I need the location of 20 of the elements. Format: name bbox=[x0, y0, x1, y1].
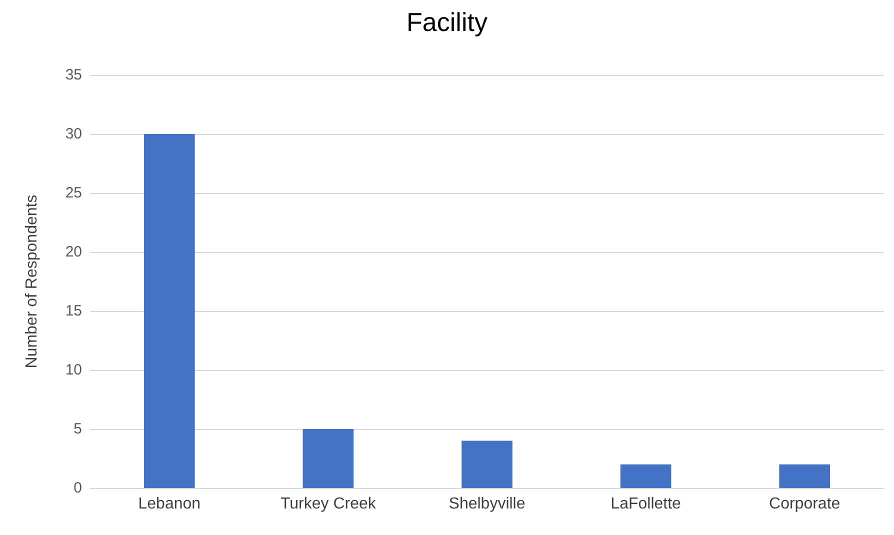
bar bbox=[620, 464, 672, 488]
bar bbox=[302, 429, 354, 488]
x-tick-label: Lebanon bbox=[138, 496, 201, 512]
x-tick-label: Shelbyville bbox=[448, 496, 526, 512]
bar bbox=[462, 440, 512, 488]
y-tick-label: 0 bbox=[74, 480, 82, 496]
y-tick-label: 15 bbox=[65, 302, 82, 320]
x-tick-label: Corporate bbox=[769, 496, 840, 512]
y-tick-label: 30 bbox=[65, 126, 82, 142]
bar bbox=[779, 464, 830, 488]
y-tick-label: 20 bbox=[65, 244, 82, 260]
x-tick-label: LaFollette bbox=[610, 496, 682, 512]
x-tick-label: Turkey Creek bbox=[280, 496, 377, 512]
y-tick-label: 10 bbox=[65, 362, 82, 378]
y-axis-title: Number of Respondents bbox=[24, 194, 40, 368]
y-tick-label: 35 bbox=[65, 66, 82, 84]
bar bbox=[144, 134, 195, 488]
y-tick-label: 25 bbox=[65, 184, 82, 202]
chart-title: Facility bbox=[406, 7, 488, 37]
y-tick-label: 5 bbox=[74, 420, 82, 438]
